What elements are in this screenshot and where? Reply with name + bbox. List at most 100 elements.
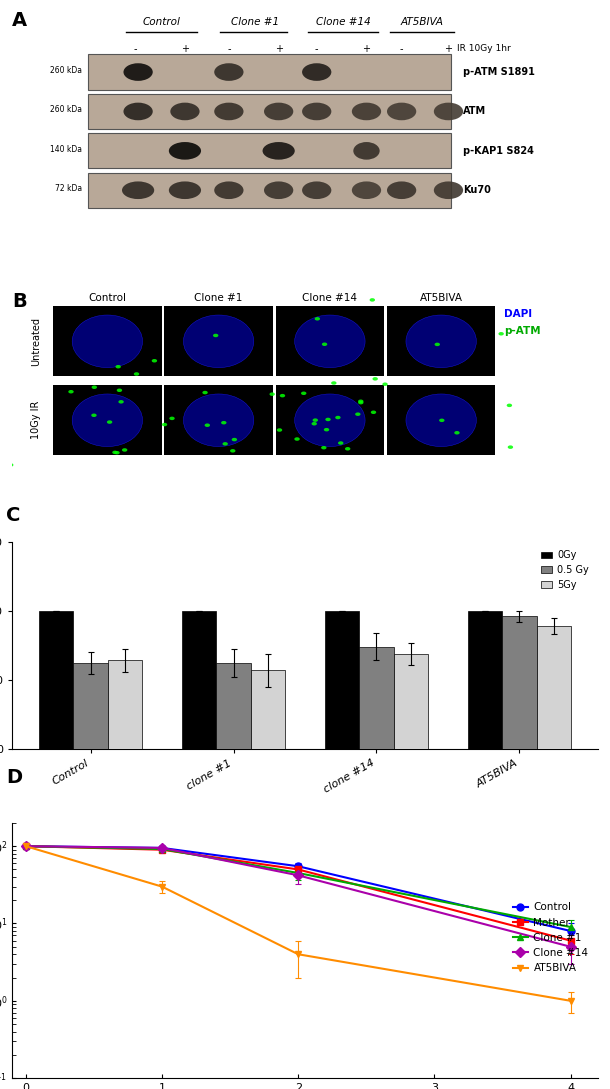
Ellipse shape [352,102,381,120]
Ellipse shape [324,428,329,431]
Ellipse shape [434,102,463,120]
Bar [53,386,162,455]
Bar [467,611,502,749]
Bar [537,626,571,749]
Text: B: B [12,292,27,311]
Ellipse shape [107,420,112,424]
Ellipse shape [322,343,328,346]
Bar [325,611,359,749]
Ellipse shape [358,400,364,403]
Ellipse shape [355,413,361,416]
Ellipse shape [302,63,331,81]
Ellipse shape [204,424,210,427]
Ellipse shape [373,377,378,381]
Ellipse shape [221,421,226,425]
Text: ATM: ATM [463,107,486,117]
Ellipse shape [289,481,294,485]
Ellipse shape [277,428,282,431]
Bar [182,611,217,749]
Bar [276,386,384,455]
Ellipse shape [214,182,243,199]
Bar [88,94,451,130]
Ellipse shape [122,449,127,452]
Ellipse shape [295,438,300,441]
Ellipse shape [92,386,97,389]
Ellipse shape [387,182,416,199]
Bar [276,306,384,377]
Bar [217,663,251,749]
Text: 260 kDa: 260 kDa [51,65,82,75]
Text: Clone #1: Clone #1 [195,293,243,303]
Ellipse shape [295,394,365,446]
Bar [88,173,451,208]
Ellipse shape [134,372,139,376]
Bar [39,611,73,749]
Ellipse shape [92,414,96,417]
Ellipse shape [371,411,376,414]
Text: 10Gy IR: 10Gy IR [32,401,41,440]
Ellipse shape [406,315,476,368]
Ellipse shape [214,63,243,81]
Ellipse shape [98,469,104,473]
Ellipse shape [223,442,228,445]
Ellipse shape [336,416,340,419]
Ellipse shape [301,392,306,395]
Ellipse shape [123,63,152,81]
Text: D: D [6,768,22,786]
Bar [88,54,451,89]
Text: +: + [181,44,189,54]
Text: DAPI: DAPI [504,309,533,319]
Ellipse shape [162,423,167,426]
Ellipse shape [170,417,174,420]
Ellipse shape [434,343,440,346]
Text: -: - [134,44,137,54]
Ellipse shape [112,451,118,454]
Bar [393,653,428,749]
Bar [502,616,537,749]
Text: -: - [400,44,403,54]
Ellipse shape [184,394,254,446]
Ellipse shape [434,182,463,199]
Ellipse shape [507,404,512,407]
Ellipse shape [203,391,208,394]
Text: Clone #14: Clone #14 [316,17,370,27]
Text: p-ATM S1891: p-ATM S1891 [463,68,535,77]
Ellipse shape [117,389,122,392]
Bar [73,663,108,749]
Ellipse shape [169,182,201,199]
Ellipse shape [312,421,317,426]
Ellipse shape [302,102,331,120]
Text: C: C [6,506,21,525]
Text: -: - [227,44,231,54]
Ellipse shape [321,445,326,450]
Ellipse shape [123,102,152,120]
Bar [165,386,273,455]
Legend: 0Gy, 0.5 Gy, 5Gy: 0Gy, 0.5 Gy, 5Gy [537,547,593,594]
Ellipse shape [498,332,504,335]
Ellipse shape [214,102,243,120]
Ellipse shape [352,182,381,199]
Text: A: A [12,11,27,29]
Ellipse shape [118,400,124,404]
Ellipse shape [454,431,460,435]
Bar [165,306,273,377]
Ellipse shape [280,394,285,397]
Ellipse shape [114,451,120,454]
Ellipse shape [353,142,379,160]
Bar [251,670,285,749]
Text: AT5BIVA: AT5BIVA [420,293,462,303]
Ellipse shape [264,182,293,199]
Text: IR 10Gy 1hr: IR 10Gy 1hr [458,44,511,53]
Text: p-ATM: p-ATM [504,327,540,337]
Bar [108,661,143,749]
Ellipse shape [72,315,143,368]
Ellipse shape [345,446,350,451]
Ellipse shape [270,392,275,396]
Ellipse shape [169,142,201,160]
Ellipse shape [230,449,235,453]
Text: Ku70: Ku70 [463,185,491,195]
Ellipse shape [115,365,121,368]
Ellipse shape [232,438,237,441]
Text: AT5BIVA: AT5BIVA [401,17,443,27]
Text: 260 kDa: 260 kDa [51,106,82,114]
